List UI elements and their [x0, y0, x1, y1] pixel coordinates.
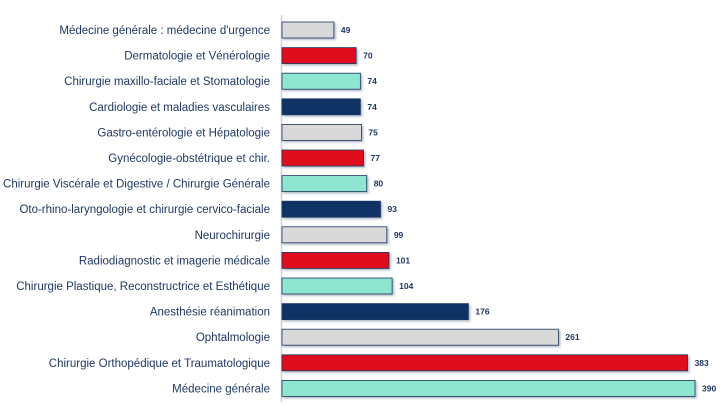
bar — [281, 303, 469, 321]
value-label: 176 — [475, 307, 489, 317]
value-label: 77 — [371, 153, 381, 163]
value-label: 104 — [399, 281, 413, 291]
category-label: Chirurgie Orthopédique et Traumatologiqu… — [49, 358, 270, 370]
bar — [281, 200, 381, 218]
value-label: 49 — [341, 25, 351, 35]
category-label: Médecine générale — [172, 383, 270, 395]
category-label: Chirurgie Plastique, Reconstructrice et … — [16, 281, 270, 293]
value-label: 390 — [702, 383, 716, 393]
bar — [281, 149, 364, 167]
value-label: 74 — [367, 102, 377, 112]
category-label: Ophtalmologie — [196, 332, 270, 344]
category-label: Radiodiagnostic et imagerie médicale — [79, 255, 270, 267]
value-label: 93 — [387, 204, 397, 214]
category-label: Gynécologie-obstétrique et chir. — [108, 153, 270, 165]
category-label: Anesthésie réanimation — [150, 307, 270, 319]
value-label: 383 — [695, 358, 709, 368]
bar — [281, 354, 688, 372]
category-label: Gastro-entérologie et Hépatologie — [97, 127, 270, 139]
category-label: Neurochirurgie — [195, 230, 270, 242]
bar — [281, 328, 559, 346]
bar — [281, 175, 368, 193]
category-label: Chirurgie maxillo-faciale et Stomatologi… — [64, 76, 270, 88]
bar — [281, 21, 335, 39]
bar — [281, 47, 357, 64]
category-label: Chirurgie Viscérale et Digestive / Chiru… — [3, 179, 270, 191]
bar — [281, 124, 362, 141]
value-label: 101 — [396, 255, 410, 265]
category-label: Cardiologie et maladies vasculaires — [89, 102, 270, 114]
value-label: 80 — [374, 179, 384, 189]
bar — [281, 226, 388, 244]
bar — [281, 379, 696, 397]
value-label: 261 — [565, 332, 579, 342]
bar — [281, 98, 361, 116]
value-label: 99 — [394, 230, 404, 240]
category-label: Oto-rhino-laryngologie et chirurgie cerv… — [19, 204, 270, 216]
category-label: Dermatologie et Vénérologie — [124, 51, 270, 63]
value-label: 74 — [367, 76, 377, 86]
bar — [281, 277, 393, 295]
bar — [281, 72, 361, 90]
value-label: 70 — [363, 51, 373, 61]
bar — [281, 251, 390, 269]
category-label: Médecine générale : médecine d'urgence — [59, 25, 270, 37]
value-label: 75 — [368, 127, 378, 137]
